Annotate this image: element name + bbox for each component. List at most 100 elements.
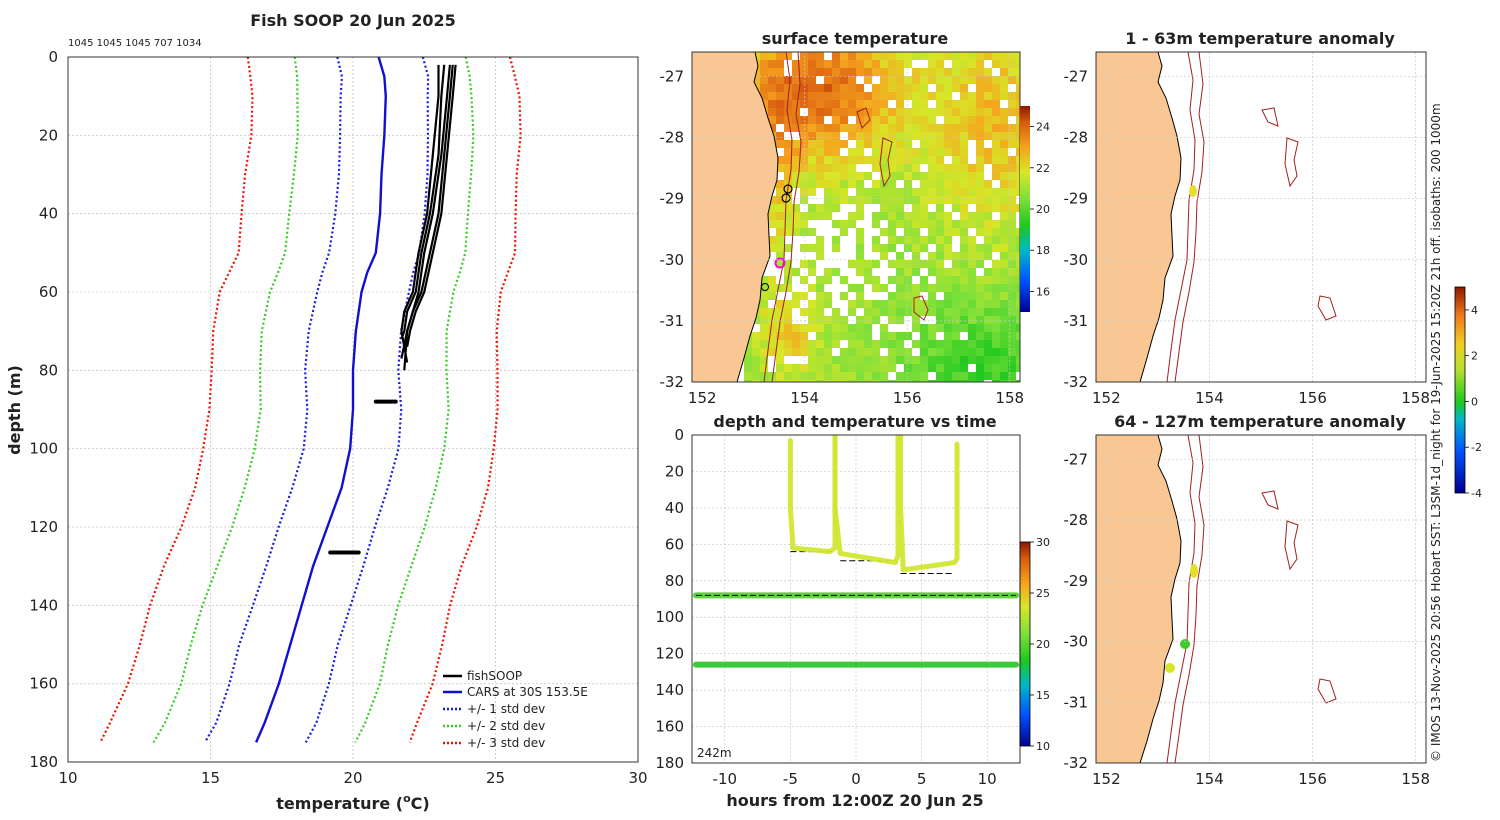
sst-cell: [928, 164, 936, 172]
sst-cell: [848, 220, 856, 228]
sst-cell: [960, 276, 968, 284]
sst-cell: [984, 116, 992, 124]
sst-cell: [832, 244, 840, 252]
sst-cell: [768, 100, 776, 108]
sst-cell: [904, 260, 912, 268]
anomaly1-seamount-1: [1261, 107, 1279, 127]
sst-cell: [912, 372, 920, 380]
sst-cell: [976, 100, 984, 108]
sst-cell: [976, 348, 984, 356]
sst-cell: [872, 300, 880, 308]
sst-cell: [848, 324, 856, 332]
sst-cell: [976, 108, 984, 116]
sst-cell: [960, 308, 968, 316]
sst-cell: [824, 124, 832, 132]
sst-cell: [928, 340, 936, 348]
sst-cell: [992, 356, 1000, 364]
sst-cell: [928, 284, 936, 292]
sst-cell: [816, 60, 824, 68]
sst-cell: [808, 228, 816, 236]
sst-cell: [960, 268, 968, 276]
sst-cell: [840, 108, 848, 116]
sst-cell: [816, 68, 824, 76]
sst-cell: [936, 164, 944, 172]
sst-cell: [912, 84, 920, 92]
sst-cell: [992, 308, 1000, 316]
sst-cell: [792, 372, 800, 380]
sst-cell: [920, 332, 928, 340]
sst-cell: [912, 220, 920, 228]
sst-cell: [848, 180, 856, 188]
sst-cell: [992, 172, 1000, 180]
sst-cell: [768, 92, 776, 100]
sst-cell: [968, 356, 976, 364]
sst-cell: [864, 132, 872, 140]
sst-cell: [808, 348, 816, 356]
sst-cell: [984, 300, 992, 308]
sst-cell: [920, 124, 928, 132]
sst-cell: [904, 292, 912, 300]
sst-cell: [760, 76, 768, 84]
sst-cell: [1016, 292, 1020, 300]
sst-cell: [808, 308, 816, 316]
sst-cell: [816, 236, 824, 244]
sst-cell: [864, 316, 872, 324]
sst-cell: [824, 68, 832, 76]
sst-cell: [872, 244, 880, 252]
sst-cell: [792, 204, 800, 212]
sst-cell: [848, 84, 856, 92]
sst-cell: [888, 132, 896, 140]
sst-cell: [800, 324, 808, 332]
sst-cell: [992, 284, 1000, 292]
sst-cell: [912, 356, 920, 364]
sst-cell: [744, 356, 752, 364]
series-line-1: [304, 57, 430, 743]
sst-cell: [760, 316, 768, 324]
sst-cell: [848, 300, 856, 308]
sst-cell: [864, 156, 872, 164]
sst-cells: [744, 52, 1020, 382]
sst-cell: [872, 60, 880, 68]
sst-cell: [976, 300, 984, 308]
sst-cell: [784, 188, 792, 196]
sst-cell: [856, 108, 864, 116]
time-title: depth and temperature vs time: [713, 412, 996, 431]
sst-cell: [896, 348, 904, 356]
sst-cell: [768, 348, 776, 356]
sst-cell: [776, 60, 784, 68]
sst-cell: [792, 212, 800, 220]
sst-cell: [896, 308, 904, 316]
lat-tick-label: -31: [1064, 693, 1089, 711]
lat-tick-label: -30: [1064, 251, 1089, 269]
sst-cell: [1016, 308, 1020, 316]
sst-cell: [824, 164, 832, 172]
sst-cell: [984, 356, 992, 364]
sst-cell: [792, 324, 800, 332]
sst-cell: [1000, 148, 1008, 156]
sst-cell: [952, 220, 960, 228]
y-tick-label: 160: [29, 675, 58, 693]
sst-cell: [824, 324, 832, 332]
sst-cell: [840, 292, 848, 300]
sst-cell: [1008, 316, 1016, 324]
sst-cell: [1000, 348, 1008, 356]
sst-cell: [952, 364, 960, 372]
sst-cell: [864, 324, 872, 332]
anomaly2-grid: [1096, 435, 1426, 764]
sst-cell: [864, 60, 872, 68]
sst-cell: [912, 172, 920, 180]
anomaly2-seamount-2: [1284, 520, 1299, 571]
sst-cell: [848, 308, 856, 316]
sst-cell: [864, 276, 872, 284]
sst-cell: [792, 60, 800, 68]
sst-cell: [1016, 380, 1020, 382]
sst-cell: [992, 244, 1000, 252]
sst-cell: [992, 132, 1000, 140]
sst-cell: [840, 164, 848, 172]
sst-cell: [824, 140, 832, 148]
anomaly2-land: [1096, 435, 1182, 763]
sst-cell: [936, 108, 944, 116]
sst-map-panel: surface temperature -27-28-29-30-31-3215…: [660, 29, 1051, 407]
sst-cell: [968, 340, 976, 348]
